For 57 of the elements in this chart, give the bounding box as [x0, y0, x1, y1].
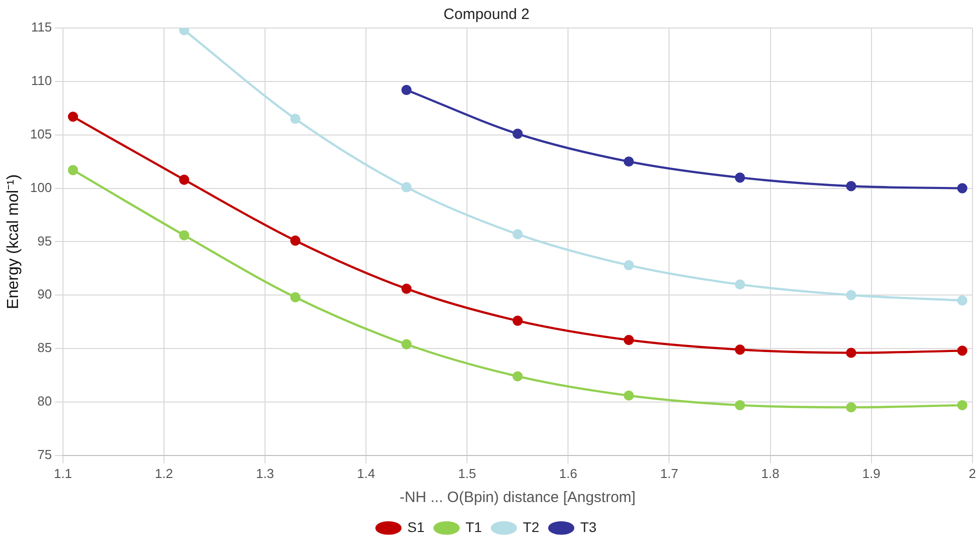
- point: [512, 371, 523, 382]
- point: [401, 284, 412, 294]
- point: [512, 128, 523, 139]
- legend-label: T1: [466, 518, 482, 535]
- y-tick-label: 105: [30, 126, 52, 142]
- x-tick-label: 1.1: [54, 466, 72, 481]
- y-axis-title: Energy (kcal mol⁻¹): [5, 174, 22, 310]
- x-tick-label: 1.2: [154, 466, 173, 481]
- point: [624, 260, 634, 270]
- point: [957, 400, 968, 410]
- x-tick-label: 1.3: [256, 466, 274, 481]
- y-tick-label: 95: [37, 233, 52, 248]
- point: [957, 183, 968, 194]
- x-tick-label: 1.9: [862, 466, 880, 481]
- point: [734, 344, 746, 355]
- y-tick-label: 110: [31, 73, 52, 88]
- point: [846, 181, 856, 192]
- y-tick-label: 75: [37, 446, 52, 462]
- point: [734, 172, 746, 183]
- point: [512, 229, 523, 240]
- x-tick-label: 1.4: [357, 466, 376, 481]
- point: [401, 84, 412, 96]
- y-tick-label: 85: [37, 340, 52, 356]
- point: [957, 295, 968, 306]
- x-tick-label: 1.7: [660, 466, 678, 481]
- x-tick-label: 2: [968, 466, 976, 481]
- x-tick-label: 1.6: [559, 466, 578, 481]
- point: [290, 114, 300, 124]
- point: [624, 390, 634, 401]
- x-tick-label: 1.5: [458, 466, 476, 481]
- point: [624, 156, 634, 167]
- point: [846, 402, 856, 412]
- point: [401, 339, 412, 350]
- point: [957, 346, 968, 356]
- y-tick-label: 80: [37, 394, 52, 409]
- point: [512, 316, 523, 326]
- point: [68, 165, 78, 176]
- point: [734, 400, 746, 410]
- chart-title: Compound 2: [444, 6, 530, 24]
- legend-label: T3: [580, 518, 597, 535]
- point: [846, 348, 856, 358]
- legend-label: T2: [522, 518, 540, 535]
- point: [68, 112, 78, 122]
- y-tick-label: 115: [31, 20, 52, 35]
- point: [401, 182, 412, 192]
- point: [734, 279, 746, 290]
- y-tick-label: 90: [37, 286, 52, 302]
- legend-label: S1: [407, 518, 425, 535]
- point: [179, 230, 190, 240]
- point: [290, 236, 300, 246]
- point: [624, 334, 634, 346]
- x-axis-title: -NH ... O(Bpin) distance [Angstrom]: [400, 489, 636, 506]
- point: [846, 290, 856, 300]
- x-tick-label: 1.8: [761, 466, 780, 481]
- point: [179, 174, 190, 185]
- y-tick-label: 100: [30, 180, 52, 195]
- point: [290, 292, 300, 302]
